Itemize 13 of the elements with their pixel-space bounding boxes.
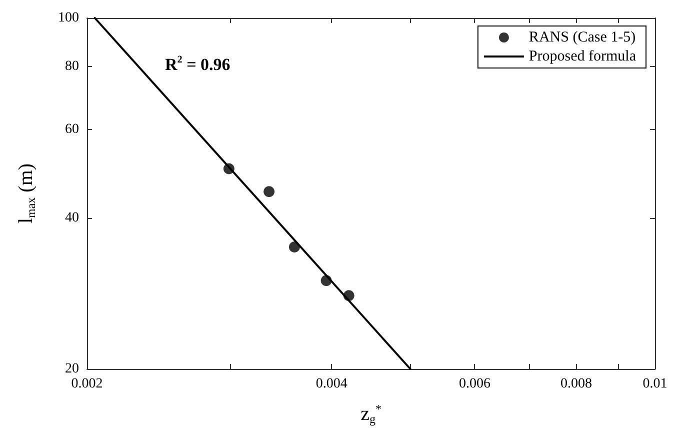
x-tick-label: 0.01 [642, 376, 668, 392]
y-tick-label: 40 [65, 210, 79, 226]
x-tick-label: 0.002 [71, 376, 103, 392]
legend-label: RANS (Case 1-5) [528, 30, 636, 46]
y-axis-title: lmax (m) [15, 163, 38, 224]
y-tick-label: 80 [65, 59, 79, 74]
y-tick-label: 100 [58, 10, 79, 26]
x-tick-label: 0.008 [560, 376, 592, 392]
y-tick-label: 60 [65, 122, 79, 137]
x-tick-label: 0.004 [316, 376, 348, 392]
legend-label: Proposed formula [528, 48, 636, 64]
y-tick-label: 20 [65, 362, 79, 376]
x-tick-label: 0.006 [458, 376, 490, 392]
